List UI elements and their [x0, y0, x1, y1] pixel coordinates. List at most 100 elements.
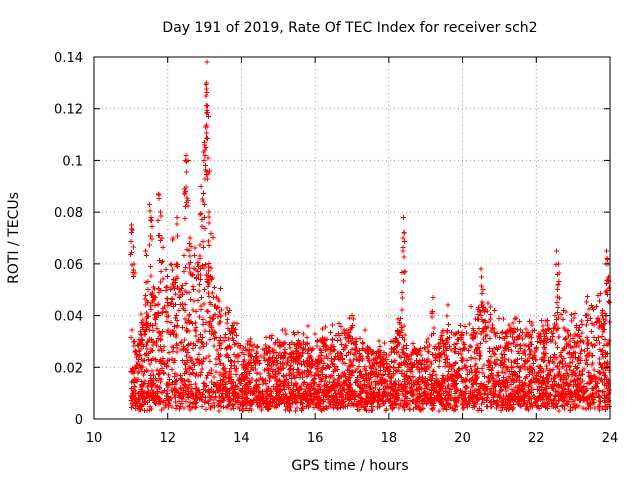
data-point	[449, 371, 455, 377]
data-point	[255, 403, 261, 409]
data-point	[179, 324, 185, 330]
data-point	[554, 388, 560, 394]
data-point	[541, 357, 547, 363]
data-point	[401, 379, 407, 385]
data-point	[186, 313, 192, 319]
data-point	[506, 373, 512, 379]
data-point	[163, 288, 169, 294]
data-point	[298, 406, 304, 412]
data-point	[568, 318, 574, 324]
data-point	[287, 366, 293, 372]
data-point	[172, 371, 178, 377]
data-point	[583, 299, 589, 305]
data-point	[593, 384, 599, 390]
data-point	[155, 384, 161, 390]
data-point	[551, 360, 557, 366]
data-point	[176, 406, 182, 412]
data-point	[149, 387, 155, 393]
data-point	[223, 381, 229, 387]
data-point	[256, 360, 262, 366]
data-point	[144, 315, 150, 321]
y-tick-label: 0.04	[54, 310, 83, 325]
data-point	[247, 348, 253, 354]
data-point	[206, 243, 212, 249]
data-point	[579, 321, 585, 327]
data-point	[413, 351, 419, 357]
data-point	[226, 354, 232, 360]
data-point	[200, 316, 206, 322]
data-point	[532, 393, 538, 399]
data-point	[499, 330, 505, 336]
data-point	[444, 313, 450, 319]
y-tick-label: 0.06	[54, 258, 83, 273]
data-point	[492, 308, 498, 314]
data-point	[299, 375, 305, 381]
data-point	[348, 400, 354, 406]
data-point	[338, 324, 344, 330]
data-point	[519, 363, 525, 369]
data-point	[565, 333, 571, 339]
data-point	[149, 236, 155, 242]
data-point	[557, 353, 563, 359]
data-point	[480, 370, 486, 376]
data-point	[292, 375, 298, 381]
data-point	[552, 394, 558, 400]
data-point	[348, 359, 354, 365]
data-point	[402, 360, 408, 366]
data-point	[146, 382, 152, 388]
data-point	[198, 307, 204, 313]
data-point	[503, 383, 509, 389]
data-point	[303, 384, 309, 390]
data-point	[522, 364, 528, 370]
data-point	[169, 296, 175, 302]
data-point	[399, 325, 405, 331]
data-point	[457, 322, 463, 328]
data-point	[502, 370, 508, 376]
y-tick-label: 0.14	[54, 51, 83, 66]
data-point	[307, 386, 313, 392]
data-point	[348, 340, 354, 346]
data-point	[499, 369, 505, 375]
data-point	[158, 333, 164, 339]
data-point	[238, 381, 244, 387]
data-points	[128, 59, 613, 414]
data-point-peak	[555, 287, 561, 293]
data-point	[206, 220, 212, 226]
data-point	[210, 290, 216, 296]
data-point	[575, 381, 581, 387]
data-point	[329, 322, 335, 328]
data-point	[393, 368, 399, 374]
data-point	[199, 334, 205, 340]
data-point	[399, 295, 405, 301]
data-point	[260, 381, 266, 387]
data-point	[493, 401, 499, 407]
data-point	[539, 385, 545, 391]
data-point	[178, 377, 184, 383]
data-point	[417, 407, 423, 413]
data-point	[491, 346, 497, 352]
data-point	[487, 304, 493, 310]
data-point	[300, 331, 306, 337]
data-point	[229, 362, 235, 368]
data-point	[500, 316, 506, 322]
data-point	[600, 308, 606, 314]
data-point	[141, 372, 147, 378]
data-point	[171, 286, 177, 292]
data-point	[351, 339, 357, 345]
data-point	[253, 377, 259, 383]
data-point	[282, 327, 288, 333]
data-point	[172, 291, 178, 297]
data-point	[208, 386, 214, 392]
data-point	[249, 376, 255, 382]
data-point	[166, 372, 172, 378]
data-point	[128, 334, 134, 340]
data-point	[516, 351, 522, 357]
data-point	[413, 377, 419, 383]
data-point	[319, 407, 325, 413]
data-point	[205, 372, 211, 378]
data-point	[145, 286, 151, 292]
data-point	[453, 360, 459, 366]
data-point	[552, 373, 558, 379]
data-point	[522, 380, 528, 386]
data-point	[536, 330, 542, 336]
